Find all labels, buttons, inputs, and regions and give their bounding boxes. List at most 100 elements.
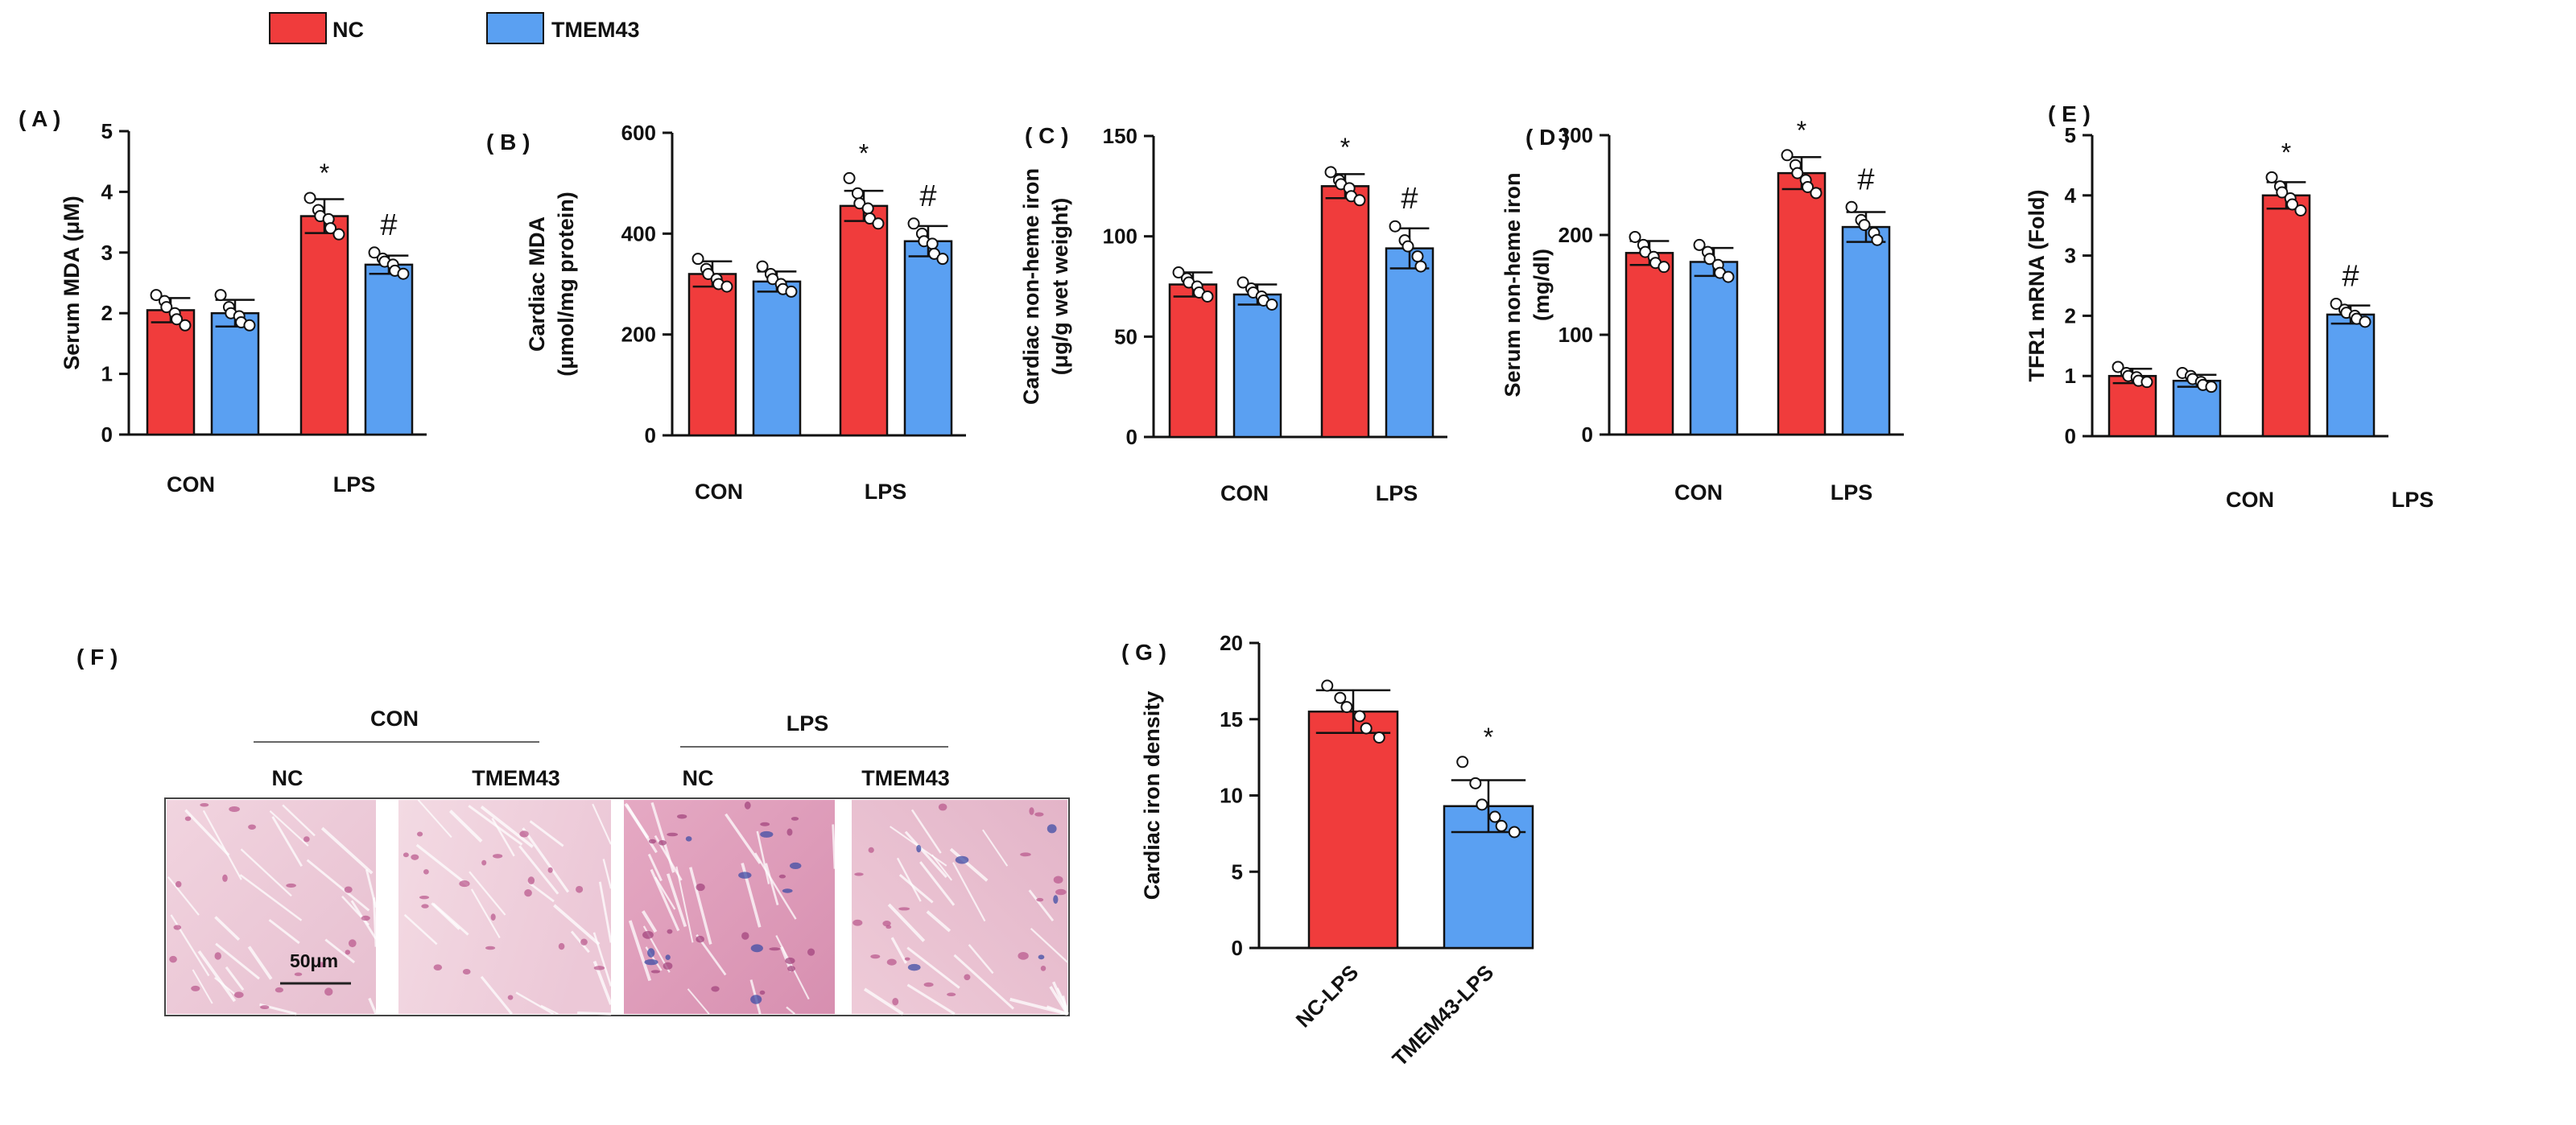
tissue-fiber <box>754 852 797 920</box>
bar <box>1320 185 1370 439</box>
tissue-nucleus <box>593 966 605 970</box>
chart-5: ( E ) TFR1 mRNA (Fold) 0 1 2 3 4 5 * # CON LPS <box>2025 101 2434 512</box>
iron-stain <box>647 948 655 958</box>
data-point <box>324 222 337 235</box>
data-point <box>1858 219 1871 232</box>
data-point <box>303 192 316 204</box>
chart-4: ( D )Serum non-heme iron (mg/dl) 0 100 200 30… <box>1501 116 1904 505</box>
panel-label: ( A ) <box>19 106 60 131</box>
iron-stain <box>665 954 671 960</box>
tissue-nucleus <box>648 839 656 844</box>
tissue-fiber <box>570 930 590 954</box>
tissue-fiber <box>184 809 230 856</box>
histology-col-nc-con: NC <box>272 766 303 790</box>
tissue-fiber <box>906 983 956 1016</box>
data-point <box>1488 810 1501 823</box>
tissue-nucleus <box>184 816 192 822</box>
tissue-fiber <box>949 847 989 882</box>
y-axis-label: Serum non-heme iron <box>1501 172 1525 397</box>
bar <box>1232 293 1282 439</box>
data-point <box>368 246 381 259</box>
data-point <box>2276 186 2289 199</box>
tissue-nucleus <box>769 947 781 951</box>
y-tick-label: 200 <box>621 323 656 347</box>
tissue-nucleus <box>938 803 947 811</box>
data-point <box>2205 381 2218 394</box>
data-point <box>1871 233 1884 246</box>
tissue-nucleus <box>229 806 240 813</box>
y-tick-label: 1 <box>2065 364 2076 388</box>
data-point <box>171 313 184 326</box>
y-tick-label: 300 <box>1558 123 1593 147</box>
tissue-fiber <box>215 942 260 980</box>
tissue-nucleus <box>402 852 409 858</box>
data-point <box>243 319 256 332</box>
tissue-nucleus <box>1029 807 1034 815</box>
data-point <box>720 280 733 293</box>
significance-mark: * <box>320 159 329 188</box>
tissue-nucleus <box>433 964 443 970</box>
tissue-nucleus <box>580 938 588 946</box>
legend-swatch-tmem43 <box>486 12 544 44</box>
data-point <box>1236 276 1249 289</box>
x-tick-label: CON <box>2226 488 2274 512</box>
tissue-nucleus <box>576 885 584 893</box>
tissue-fiber <box>628 920 652 982</box>
tissue-fiber <box>592 803 612 845</box>
iron-stain <box>750 944 763 953</box>
chart-3: ( C ) Cardiac non-heme iron (μg/g wet weig… <box>1019 123 1447 505</box>
tissue-nucleus <box>642 930 654 939</box>
tissue-nucleus <box>807 948 815 956</box>
significance-mark: # <box>1401 182 1418 216</box>
data-point <box>1802 180 1814 193</box>
data-point <box>179 319 192 332</box>
chart-2: ( B ) Cardiac MDA (μmol/mg protein) 0 200 400… <box>486 121 966 504</box>
data-point <box>397 267 410 280</box>
x-tick-label: CON <box>1220 481 1269 505</box>
tissue-nucleus <box>1034 812 1044 817</box>
tissue-fiber <box>197 950 237 1003</box>
tissue-fiber <box>268 919 300 945</box>
tissue-fiber <box>625 804 658 854</box>
tissue-fiber <box>240 848 292 897</box>
tissue-fiber <box>324 938 356 964</box>
legend-swatch-nc <box>269 12 327 44</box>
data-point <box>1722 270 1735 283</box>
data-point <box>756 260 769 273</box>
y-tick-label: 0 <box>1232 936 1243 960</box>
tissue-nucleus <box>459 880 470 888</box>
tissue-nucleus <box>417 831 423 837</box>
significance-mark: * <box>859 138 869 167</box>
data-point <box>1693 238 1706 251</box>
tissue-nucleus <box>421 904 429 909</box>
tissue-nucleus <box>248 824 256 830</box>
y-tick-label: 100 <box>1103 225 1137 249</box>
tissue-fiber <box>919 861 956 906</box>
bar <box>2326 313 2376 438</box>
tissue-nucleus <box>898 907 910 911</box>
tissue-nucleus <box>547 867 553 873</box>
y-tick-label: 200 <box>1558 223 1593 247</box>
significance-mark: * <box>1797 116 1806 145</box>
tissue-nucleus <box>663 962 673 970</box>
tissue-fiber <box>926 910 952 933</box>
y-axis-label: Serum MDA (μM) <box>60 196 84 370</box>
data-point <box>1456 756 1469 769</box>
data-point <box>1340 701 1353 714</box>
tissue-fiber <box>904 830 947 879</box>
bar <box>1307 711 1399 950</box>
tissue-fiber <box>271 816 303 867</box>
significance-mark: # <box>1857 163 1874 196</box>
x-tick-label: LPS <box>865 480 907 504</box>
legend-label-nc: NC <box>332 18 364 42</box>
data-point <box>1657 261 1670 274</box>
data-point <box>1629 230 1641 243</box>
tissue-fiber <box>982 829 1009 867</box>
tissue-fiber <box>403 913 438 946</box>
y-axis-label: Cardiac non-heme iron <box>1019 168 1043 405</box>
tissue-fiber <box>592 932 613 987</box>
tissue-nucleus <box>558 942 565 950</box>
y-axis-label: Cardiac iron density <box>1140 691 1164 900</box>
